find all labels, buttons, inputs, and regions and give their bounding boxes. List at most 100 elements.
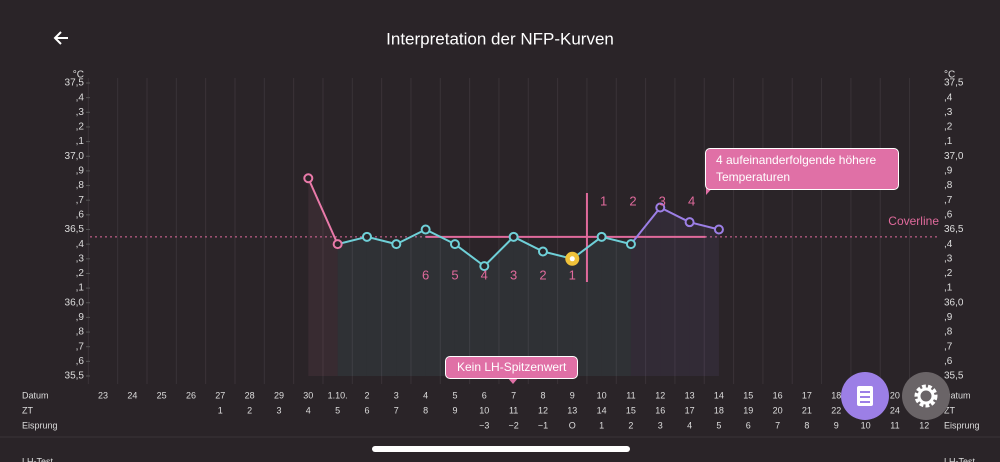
back-button[interactable]	[53, 31, 68, 45]
area	[366, 236, 397, 376]
line-segment	[307, 177, 339, 245]
x-tick-label: 17	[802, 390, 812, 400]
y-tick-label-right: ,2	[944, 122, 953, 133]
y-tick-label: ,6	[76, 356, 85, 367]
coverline-label: Coverline	[888, 214, 939, 228]
count-label: 2	[539, 267, 546, 282]
y-tick-label-right: ,6	[944, 209, 953, 220]
x-tick-label: 24	[127, 390, 137, 400]
data-point	[391, 239, 402, 250]
y-tick-label-right: ,9	[944, 166, 953, 177]
row-label-right: Eisprung	[944, 420, 980, 430]
callout-higher: 4 aufeinanderfolgende höhere Temperature…	[705, 148, 899, 190]
data-point	[596, 231, 607, 242]
y-tick-label-right: ,6	[944, 356, 953, 367]
area	[513, 236, 543, 376]
y-tick-label: ,2	[76, 122, 85, 133]
y-tick-label: ,3	[76, 107, 85, 118]
row-value: 5	[335, 405, 340, 415]
callout-lh: Kein LH-Spitzenwert	[445, 356, 579, 379]
y-tick-label: ,6	[76, 209, 85, 220]
x-tick-label: 8	[540, 390, 545, 400]
gear-icon-hub	[917, 387, 935, 405]
row-value: 19	[743, 405, 753, 415]
count-label: 3	[510, 267, 517, 282]
notes-button[interactable]	[841, 372, 889, 420]
count-label: 3	[659, 193, 666, 208]
line-segment	[689, 221, 720, 231]
y-tick-label-right: ,3	[944, 107, 953, 118]
data-point	[537, 246, 548, 257]
row-value: 1	[218, 405, 223, 415]
x-tick-label: 7	[511, 390, 516, 400]
x-tick-label: 1.10.	[328, 390, 348, 400]
line-segment	[483, 236, 515, 267]
row-value: 12	[919, 420, 929, 430]
y-tick-label-right: 36,5	[944, 224, 964, 235]
row-value: 11	[890, 420, 899, 430]
data-point	[655, 202, 666, 213]
y-tick-label-right: ,3	[944, 253, 953, 264]
x-tick-label: 5	[452, 390, 457, 400]
y-tick-label-right: ,4	[944, 239, 953, 250]
y-tick-label: ,3	[76, 253, 85, 264]
row-label-right: ZT	[944, 405, 955, 415]
x-tick-label: 15	[743, 390, 753, 400]
y-tick-label: ,4	[76, 239, 85, 250]
line-segment	[395, 228, 427, 246]
home-indicator	[372, 446, 630, 452]
x-tick-label: 26	[186, 390, 196, 400]
area	[337, 236, 367, 376]
row-value: 7	[775, 420, 780, 430]
data-point	[713, 224, 724, 235]
settings-button[interactable]	[902, 372, 950, 420]
x-tick-label: 13	[685, 390, 695, 400]
row-value: 18	[714, 405, 724, 415]
x-tick-label: 14	[714, 390, 724, 400]
row-value: 6	[364, 405, 369, 415]
settings-button-bg	[902, 372, 950, 420]
unit-label: °C	[73, 70, 84, 81]
row-value: 20	[773, 405, 783, 415]
page-title: Interpretation der NFP-Kurven	[386, 29, 614, 48]
y-tick-label-right: 36,0	[944, 297, 964, 308]
y-tick-label-right: ,4	[944, 92, 953, 103]
row-label-right: Datum	[944, 390, 971, 400]
ovulation-point-inner	[569, 256, 575, 262]
line-segment	[425, 228, 456, 246]
line-segment	[366, 235, 397, 246]
row-value: 11	[509, 405, 518, 415]
row-value: 16	[655, 405, 665, 415]
row-value: O	[569, 420, 576, 430]
y-tick-label: 36,0	[65, 297, 85, 308]
row-value: 4	[687, 420, 692, 430]
y-tick-label: ,9	[76, 312, 85, 323]
row-value: 10	[479, 405, 489, 415]
row-value: 15	[626, 405, 636, 415]
count-label: 6	[422, 267, 429, 282]
row-value: 7	[394, 405, 399, 415]
x-tick-label: 18	[831, 390, 841, 400]
y-tick-label-right: 37,0	[944, 151, 964, 162]
y-tick-label: ,7	[76, 195, 85, 206]
row-value: 10	[861, 420, 871, 430]
row-value: 9	[452, 405, 457, 415]
data-point	[625, 239, 636, 250]
y-tick-label: ,9	[76, 166, 85, 177]
x-tick-label: 6	[482, 390, 487, 400]
y-tick-label-right: ,8	[944, 327, 953, 338]
y-tick-label: ,4	[76, 92, 85, 103]
x-tick-label: 28	[245, 390, 255, 400]
y-tick-label: ,7	[76, 341, 85, 352]
row-value: 21	[802, 405, 812, 415]
area	[660, 207, 690, 376]
y-tick-label-right: 37,5	[944, 78, 964, 89]
data-point	[449, 239, 460, 250]
area	[572, 236, 602, 376]
x-tick-label: 11	[626, 390, 635, 400]
line-segment	[454, 243, 485, 267]
y-tick-label-right: ,8	[944, 180, 953, 191]
y-tick-label: 37,0	[65, 151, 85, 162]
row-value: 8	[804, 420, 809, 430]
row-value: 1	[599, 420, 604, 430]
